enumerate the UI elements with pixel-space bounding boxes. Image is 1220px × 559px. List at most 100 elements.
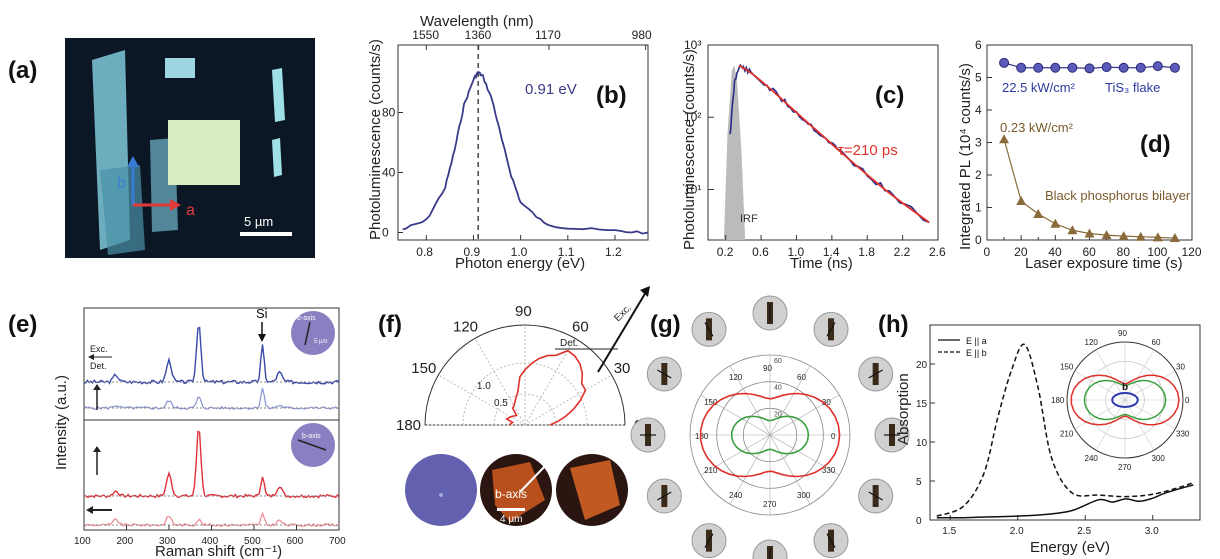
d-point-tis3 <box>1016 62 1027 73</box>
e-xtick: 200 <box>117 536 134 547</box>
c-ytick: 10³ <box>684 38 701 52</box>
b-xtick: 1.1 <box>558 245 575 259</box>
d-ytick: 0 <box>975 233 982 247</box>
d-series1-name: TiS₃ flake <box>1105 80 1160 95</box>
g-angle-label: 330 <box>822 466 836 475</box>
h-inset-angle: 270 <box>1118 463 1132 472</box>
b-top-tick: 1360 <box>465 28 492 42</box>
c-xtick: 1.8 <box>858 245 875 259</box>
panel-e-label: (e) <box>8 311 37 338</box>
d-point-bp <box>1152 232 1163 242</box>
g-angle-label: 30 <box>822 398 831 407</box>
d-xtick: 20 <box>1014 245 1028 259</box>
e-det-label: Det. <box>90 361 107 371</box>
h-inset-angle: 0 <box>1185 396 1190 405</box>
e-exc-label: Exc. <box>90 344 108 354</box>
h-inset-angle: 30 <box>1176 363 1185 372</box>
d-series2-name: Black phosphorus bilayer <box>1045 188 1191 203</box>
d-point-tis3 <box>1101 62 1112 73</box>
b-xtick: 1.2 <box>605 245 622 259</box>
panel-a-micrograph: b a 5 µm <box>65 38 315 258</box>
d-xtick: 100 <box>1147 245 1167 259</box>
d-series1-power: 22.5 kW/cm² <box>1002 80 1076 95</box>
d-point-tis3 <box>1050 62 1061 73</box>
d-xlabel: Laser exposure time (s) <box>1025 255 1183 272</box>
d-point-bp <box>1033 209 1044 218</box>
g-angle-label: 60 <box>797 373 806 382</box>
h-inset-b-label: b <box>1122 382 1128 393</box>
f-angle-label: 120 <box>453 318 478 335</box>
e-xtick: 300 <box>159 536 176 547</box>
h-inset-angle: 330 <box>1176 430 1190 439</box>
d-point-tis3 <box>999 57 1010 68</box>
c-ylabel: Photoluminescence (counts/s) <box>681 49 698 250</box>
g-angle-label: 90 <box>763 364 772 373</box>
c-xlabel: Time (ns) <box>790 255 853 272</box>
c-xtick: 2.6 <box>929 245 946 259</box>
b-xtick: 0.9 <box>463 245 480 259</box>
c-xtick: 2.2 <box>894 245 911 259</box>
c-irf-label: IRF <box>740 213 758 225</box>
f-radius-label: 0.5 <box>494 398 508 409</box>
h-xlabel: Energy (eV) <box>1030 539 1110 556</box>
g-angle-label: 0 <box>831 432 836 441</box>
f-angle-label: 180 <box>396 417 421 434</box>
b-ytick: 0 <box>382 226 389 240</box>
c-xtick: 1.0 <box>787 245 804 259</box>
d-ytick: 3 <box>975 136 982 150</box>
e-inset1-label: b-axis <box>297 315 316 322</box>
panel-e: (e) 100 200 300 400 500 600 700 Si Exc. Det. b… <box>8 306 346 559</box>
b-xtick: 0.8 <box>416 245 433 259</box>
b-ytick: 40 <box>382 166 396 180</box>
d-ytick: 2 <box>975 168 982 182</box>
f-angle-label: 60 <box>572 318 589 335</box>
h-inset-angle: 90 <box>1118 329 1127 338</box>
c-ytick: 10¹ <box>684 182 701 196</box>
g-angle-label: 150 <box>704 398 718 407</box>
panel-c-label: (c) <box>875 82 904 109</box>
g-angle-label: 180 <box>695 432 709 441</box>
b-top-tick: 1550 <box>412 28 439 42</box>
b-xlabel: Photon energy (eV) <box>455 255 585 272</box>
g-radius-label: 20 <box>774 411 782 418</box>
panel-f: (f) 0.51.00306090120150180 Det. Exc. b-a… <box>378 286 650 526</box>
e-ylabel: Intensity (a.u.) <box>53 375 70 470</box>
h-xtick: 1.5 <box>942 526 956 537</box>
e-xtick: 100 <box>74 536 91 547</box>
panel-d-label: (d) <box>1140 131 1171 158</box>
b-peak-label: 0.91 eV <box>525 81 577 98</box>
d-ytick: 1 <box>975 201 982 215</box>
g-radius-label: 40 <box>774 385 782 392</box>
h-inset-angle: 180 <box>1051 396 1065 405</box>
f-det-label: Det. <box>560 338 578 349</box>
d-point-tis3 <box>1033 62 1044 73</box>
d-point-bp <box>1169 233 1180 243</box>
e-xtick: 700 <box>329 536 346 547</box>
d-point-bp <box>1067 225 1078 235</box>
d-point-bp <box>1118 231 1129 241</box>
c-fit-line <box>738 64 930 224</box>
d-ytick: 5 <box>975 71 982 85</box>
b-ytick: 80 <box>382 106 396 120</box>
b-xtick: 1.0 <box>511 245 528 259</box>
h-inset-angle: 150 <box>1060 363 1074 372</box>
d-point-bp <box>1016 196 1027 205</box>
d-point-tis3 <box>1169 62 1180 73</box>
b-top-tick: 980 <box>632 28 652 42</box>
h-inset-angle: 60 <box>1152 338 1161 347</box>
d-ylabel: Integrated PL (10⁴ counts/s) <box>957 63 974 250</box>
b-top-axis-title: Wavelength (nm) <box>420 13 534 30</box>
h-inset-blue <box>1111 392 1139 408</box>
d-xtick: 40 <box>1048 245 1062 259</box>
g-angle-label: 120 <box>729 373 743 382</box>
f-scale-label: 4 µm <box>500 514 522 525</box>
panel-a-label: (a) <box>8 57 37 84</box>
c-xtick: 0.6 <box>752 245 769 259</box>
d-point-tis3 <box>1135 62 1146 73</box>
e-xlabel: Raman shift (cm⁻¹) <box>155 543 282 559</box>
axis-b-label: b <box>117 175 126 192</box>
h-xtick: 2.0 <box>1010 526 1024 537</box>
d-xtick: 120 <box>1182 245 1202 259</box>
g-angle-label: 300 <box>797 491 811 500</box>
d-point-bp <box>1135 231 1146 241</box>
